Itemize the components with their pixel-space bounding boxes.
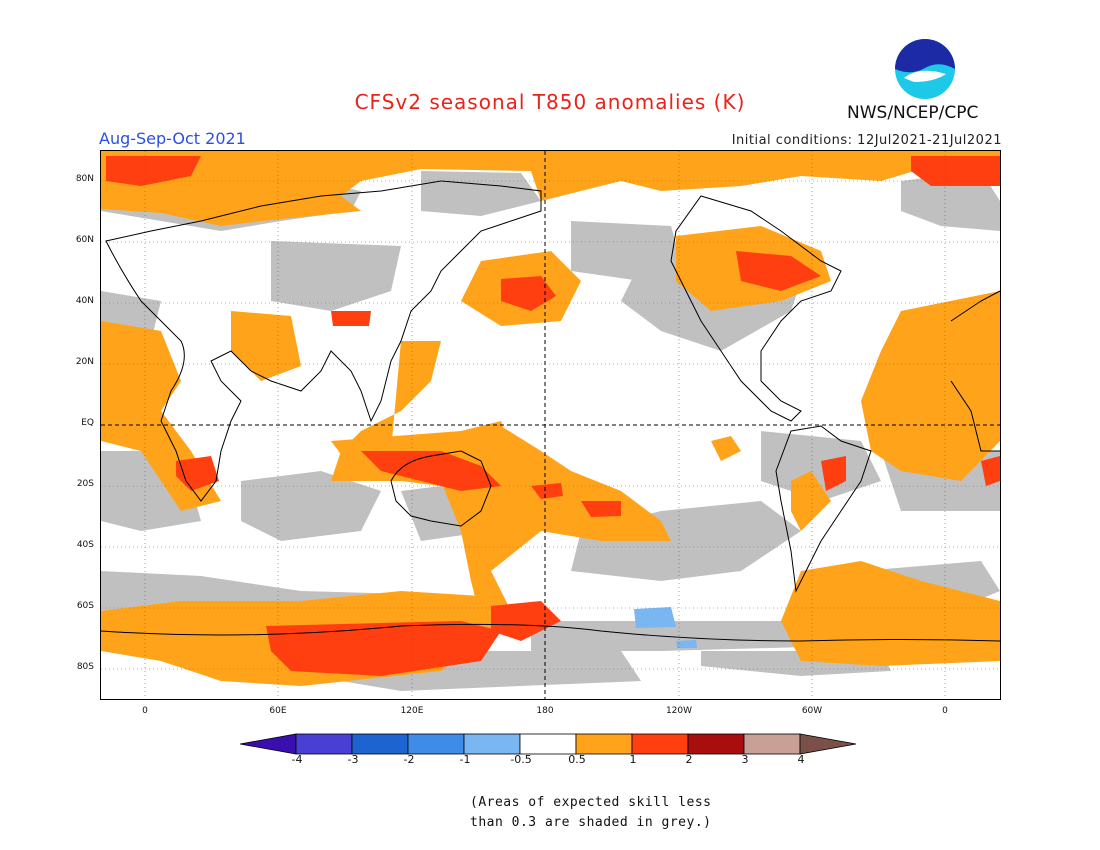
lat-label: EQ <box>81 418 94 428</box>
colorbar-label: -3 <box>347 753 359 766</box>
colorbar-segments <box>240 733 857 755</box>
colorbar <box>240 733 857 755</box>
lon-label: 60E <box>269 706 287 716</box>
lat-label: 80N <box>75 174 94 184</box>
anomaly-map <box>100 150 1001 700</box>
colorbar-label: -2 <box>403 753 415 766</box>
colorbar-segment <box>575 733 633 755</box>
lat-label: 20N <box>75 357 94 367</box>
anomaly-neg-0.5-1-regions <box>634 607 697 648</box>
lon-label: 0 <box>142 706 148 716</box>
colorbar-segment <box>295 733 353 755</box>
colorbar-label: 4 <box>797 753 805 766</box>
lat-label: 80S <box>76 662 94 672</box>
colorbar-segment <box>519 733 577 755</box>
lat-label: 40N <box>75 296 94 306</box>
noaa-logo-icon <box>895 39 955 99</box>
forecast-period: Aug-Sep-Oct 2021 <box>99 129 246 148</box>
colorbar-label: 1 <box>629 753 637 766</box>
colorbar-label: 0.5 <box>568 753 586 766</box>
skill-note-line: (Areas of expected skill less <box>470 795 712 810</box>
colorbar-segment <box>351 733 409 755</box>
lon-label: 120E <box>400 706 424 716</box>
skill-note-line: than 0.3 are shaded in grey.) <box>470 815 712 830</box>
anomaly-0.5-1-regions <box>101 151 1000 686</box>
lat-label: 60S <box>76 601 94 611</box>
coastlines <box>100 180 1001 642</box>
lat-label: 20S <box>76 479 94 489</box>
colorbar-label: -0.5 <box>510 753 532 766</box>
anomaly-1-2-regions <box>106 156 1000 676</box>
skill-note: (Areas of expected skill less than 0.3 a… <box>470 793 730 833</box>
colorbar-segment <box>743 733 801 755</box>
reference-lines <box>101 151 1000 699</box>
agency-label: NWS/NCEP/CPC <box>847 103 979 123</box>
initial-conditions: Initial conditions: 12Jul2021-21Jul2021 <box>731 133 1002 148</box>
anomaly-map-canvas <box>100 151 1001 699</box>
grid-lines <box>101 151 1000 699</box>
colorbar-label: -4 <box>291 753 303 766</box>
lon-label: 60W <box>801 706 823 716</box>
lon-label: 120W <box>665 706 693 716</box>
colorbar-arrow-high <box>799 733 857 755</box>
colorbar-segment <box>463 733 521 755</box>
lat-label: 60N <box>75 235 94 245</box>
map-title: CFSv2 seasonal T850 anomalies (K) <box>354 90 746 114</box>
colorbar-label: -1 <box>459 753 471 766</box>
colorbar-segment <box>631 733 689 755</box>
colorbar-label: 3 <box>741 753 749 766</box>
lon-label: 0 <box>942 706 948 716</box>
colorbar-arrow-low <box>240 733 297 755</box>
colorbar-segment <box>407 733 465 755</box>
colorbar-segment <box>687 733 745 755</box>
lat-label: 40S <box>76 540 94 550</box>
colorbar-label: 2 <box>685 753 693 766</box>
lon-label: 180 <box>536 706 554 716</box>
